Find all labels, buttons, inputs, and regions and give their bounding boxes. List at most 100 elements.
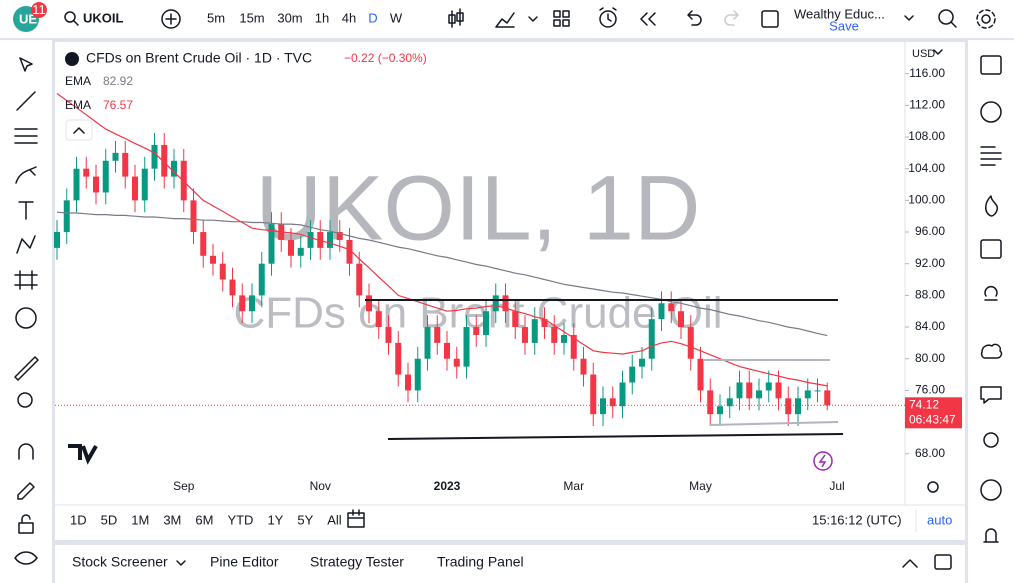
measure-tool[interactable] <box>14 356 39 381</box>
panel-tab[interactable]: Trading Panel <box>437 554 524 570</box>
chart-type-button[interactable] <box>448 8 464 28</box>
x-tick-label: Mar <box>563 479 584 493</box>
panel-maximize[interactable] <box>902 559 918 568</box>
undo-button[interactable] <box>687 10 702 26</box>
layout-name[interactable]: Wealthy Educ... <box>794 6 885 21</box>
interval-button[interactable]: 4h <box>342 10 356 25</box>
news-button[interactable] <box>980 146 1002 166</box>
interval-button[interactable]: 30m <box>277 10 302 25</box>
watchlist-button[interactable] <box>980 55 1002 75</box>
candle-body <box>600 398 606 415</box>
trend-line-tool[interactable] <box>16 91 36 111</box>
interval-button[interactable]: 15m <box>239 10 264 25</box>
y-tick-label: 104.00 <box>908 161 945 175</box>
hide-tool[interactable] <box>14 551 38 565</box>
search-icon[interactable] <box>64 11 76 23</box>
indicators-button[interactable] <box>495 12 515 28</box>
currency[interactable]: USD <box>912 48 935 60</box>
streams-button[interactable] <box>980 343 1003 359</box>
interval-button[interactable]: 5m <box>207 10 225 25</box>
candle-body <box>668 303 675 312</box>
candle-body <box>463 327 470 367</box>
range-button[interactable]: 1D <box>70 512 87 527</box>
brush-tool[interactable] <box>15 166 37 184</box>
magnet-tool[interactable] <box>18 443 34 460</box>
auto-scale[interactable]: auto <box>927 512 952 527</box>
range-button[interactable]: YTD <box>227 512 253 527</box>
chart-panel <box>55 42 965 540</box>
currency-caret[interactable] <box>933 49 943 55</box>
range-button[interactable]: All <box>327 512 342 527</box>
y-tick-label: 112.00 <box>909 98 945 112</box>
y-tick-label: 116.00 <box>909 66 945 80</box>
templates-button[interactable] <box>553 10 570 27</box>
chats-button[interactable] <box>980 386 1002 404</box>
replay-button[interactable] <box>640 12 656 26</box>
dropdown-caret[interactable] <box>528 16 538 22</box>
notifications-button[interactable] <box>983 528 999 543</box>
bottom-panel <box>55 545 965 583</box>
alert-button[interactable] <box>599 10 617 28</box>
avatar-initials: UE <box>19 11 37 26</box>
prediction-tool[interactable] <box>14 270 38 290</box>
layout-dropdown[interactable] <box>904 15 914 21</box>
range-button[interactable]: 1M <box>131 512 149 527</box>
screener-caret[interactable] <box>176 560 186 566</box>
cursor-tool[interactable] <box>19 57 33 72</box>
y-tick-label: 76.00 <box>915 383 945 397</box>
zoom-tool[interactable] <box>17 392 33 408</box>
range-button[interactable]: 5D <box>101 512 118 527</box>
candle-body <box>726 398 733 407</box>
range-button[interactable]: 3M <box>163 512 181 527</box>
compare-button[interactable] <box>161 9 181 29</box>
panel-tab[interactable]: Strategy Tester <box>310 554 404 570</box>
events-icon[interactable] <box>813 451 833 471</box>
ideas-stream-button[interactable] <box>983 432 999 448</box>
range-button[interactable]: 5Y <box>297 512 313 527</box>
stay-drawing-tool[interactable] <box>17 482 35 500</box>
axis-settings[interactable] <box>927 481 939 493</box>
layout-icon[interactable] <box>761 10 779 28</box>
panel-tab[interactable]: Pine Editor <box>210 554 279 570</box>
candle-body <box>190 200 197 233</box>
candle-body <box>346 239 353 264</box>
candle-body <box>697 358 704 391</box>
range-button[interactable]: 6M <box>195 512 213 527</box>
hotlist-button[interactable] <box>985 195 999 217</box>
icon-tool[interactable] <box>15 307 37 329</box>
candle-body <box>434 327 441 343</box>
save-label[interactable]: Save <box>829 18 859 33</box>
lock-tool[interactable] <box>18 514 34 534</box>
x-tick-label: Nov <box>310 479 331 493</box>
candle-body <box>83 168 90 177</box>
quick-search-button[interactable] <box>938 9 954 25</box>
range-button[interactable]: 1Y <box>267 512 283 527</box>
panel-toggle[interactable] <box>934 554 952 570</box>
interval-button[interactable]: W <box>390 10 403 25</box>
settings-button[interactable] <box>981 14 991 24</box>
fib-tool[interactable] <box>14 128 38 144</box>
candle-body <box>161 144 168 177</box>
redo-button[interactable] <box>724 10 739 26</box>
legend-title: CFDs on Brent Crude Oil · 1D · TVC <box>86 50 312 66</box>
legend-collapse[interactable] <box>65 119 93 141</box>
ideas-button[interactable] <box>984 286 998 301</box>
drawn-trend-line[interactable] <box>709 421 839 426</box>
calendar-button[interactable] <box>980 239 1002 259</box>
legend-indicator-name: EMA <box>65 74 91 88</box>
drawn-trend-line[interactable] <box>387 433 844 440</box>
symbol[interactable]: UKOIL <box>83 10 124 25</box>
interval-button[interactable]: 1h <box>315 10 329 25</box>
text-tool[interactable] <box>18 201 34 220</box>
panel-tab[interactable]: Stock Screener <box>72 554 168 570</box>
y-tick-label: 100.00 <box>908 193 945 207</box>
candle-body <box>395 342 402 375</box>
interval-button[interactable]: D <box>368 10 377 25</box>
drawing-tools <box>14 57 39 565</box>
candle-body <box>502 295 509 312</box>
goto-date-button[interactable] <box>347 509 365 528</box>
last-price-label: 74.12 <box>909 397 939 411</box>
pattern-tool[interactable] <box>16 235 36 254</box>
playback-button[interactable] <box>980 479 1002 501</box>
alerts-button[interactable] <box>980 101 1002 123</box>
